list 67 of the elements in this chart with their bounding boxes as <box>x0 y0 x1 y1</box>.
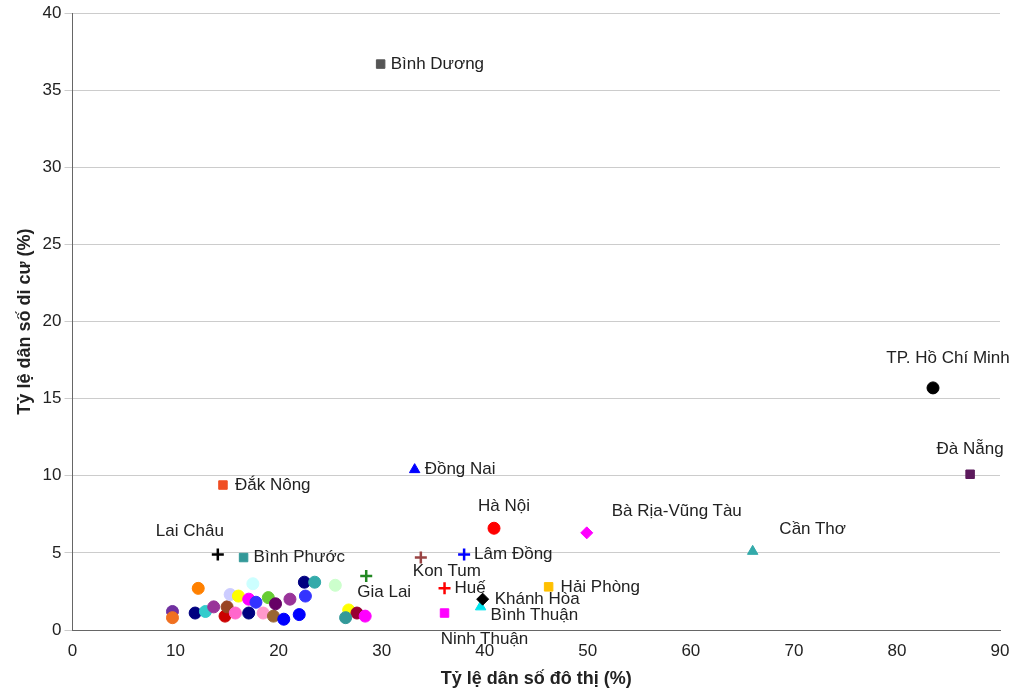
series-label: Lai Châu <box>155 521 224 541</box>
point <box>188 606 202 620</box>
series-label: TP. Hồ Chí Minh <box>886 347 1010 367</box>
point <box>926 381 940 395</box>
point <box>580 526 594 540</box>
point <box>328 578 342 592</box>
point <box>242 606 256 620</box>
series-label: Kon Tum <box>412 561 481 581</box>
point <box>256 606 270 620</box>
point <box>437 581 452 596</box>
point <box>746 544 759 555</box>
x-tick-label: 70 <box>784 640 804 660</box>
point <box>246 577 260 591</box>
series-label: Bà Rịa-Vũng Tàu <box>611 500 742 520</box>
point <box>965 469 975 479</box>
point <box>476 592 490 606</box>
x-axis-title: Tỷ lệ dân số đô thị (%) <box>440 668 632 689</box>
y-axis-title: Tỷ lệ dân số di cư (%) <box>13 228 34 415</box>
point <box>298 589 312 603</box>
point <box>165 611 179 625</box>
series-label: Gia Lai <box>357 581 412 601</box>
point <box>408 463 421 474</box>
series-label: Bình Phước <box>253 547 346 567</box>
y-tick-label: 10 <box>42 465 62 485</box>
series-label: Bình Dương <box>390 53 485 73</box>
x-tick-label: 30 <box>372 640 392 660</box>
point <box>231 589 245 603</box>
point <box>439 608 450 618</box>
point <box>218 480 228 490</box>
point <box>543 582 554 592</box>
x-tick-label: 20 <box>269 640 289 660</box>
point <box>210 547 226 562</box>
point <box>358 568 374 584</box>
point <box>375 59 386 69</box>
series-label: Đắk Nông <box>234 474 311 494</box>
x-tick-label: 10 <box>166 640 186 660</box>
series-label: Hà Nội <box>478 495 530 515</box>
y-tick-label: 35 <box>42 79 62 99</box>
y-tick-label: 40 <box>42 2 62 22</box>
y-tick-label: 5 <box>52 542 62 562</box>
point <box>487 521 501 535</box>
y-tick-label: 0 <box>52 619 62 639</box>
point <box>228 606 242 620</box>
series-label: Huế <box>454 578 487 598</box>
point <box>456 547 472 562</box>
point <box>283 592 297 606</box>
point <box>207 600 221 614</box>
series-label: Cần Thơ <box>779 519 846 539</box>
x-tick-label: 50 <box>578 640 598 660</box>
point <box>266 609 280 623</box>
x-tick-label: 90 <box>990 640 1010 660</box>
point <box>269 597 283 611</box>
x-tick-label: 60 <box>681 640 701 660</box>
y-tick-label: 30 <box>42 157 62 177</box>
y-tick-label: 15 <box>42 388 62 408</box>
y-tick-label: 25 <box>42 234 62 254</box>
x-tick-label: 80 <box>887 640 907 660</box>
point <box>191 581 205 595</box>
series-label: Bình Thuận <box>490 604 579 624</box>
point <box>413 550 429 565</box>
series-label: Đồng Nai <box>424 459 496 479</box>
point <box>249 595 263 609</box>
y-tick-label: 20 <box>42 311 62 331</box>
series-label: Đà Nẵng <box>936 438 1004 458</box>
series-label: Lâm Đồng <box>474 544 553 564</box>
x-tick-label: 0 <box>67 640 78 660</box>
point <box>238 552 249 563</box>
